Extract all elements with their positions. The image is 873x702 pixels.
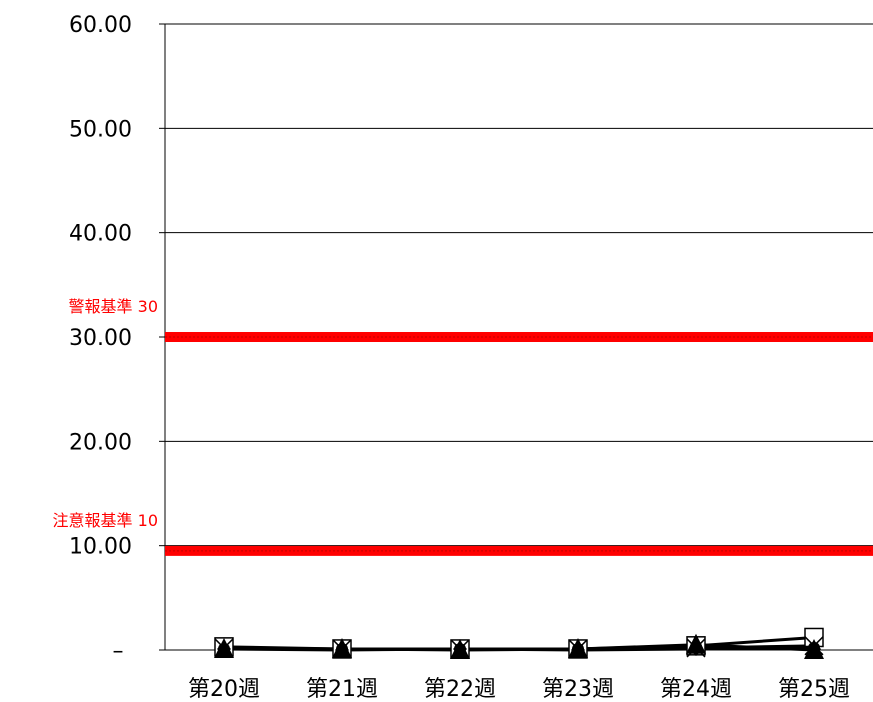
x-tick-label: 第22週 — [424, 677, 496, 702]
series-line — [223, 647, 814, 652]
y-tick-label: 60.00 — [69, 13, 132, 38]
x-tick-label: 第24週 — [660, 677, 732, 702]
data-point — [217, 641, 231, 656]
x-tick-label: 第21週 — [306, 677, 378, 702]
data-point — [335, 643, 349, 657]
data-point — [571, 643, 585, 657]
x-tick-label: 第23週 — [542, 677, 614, 702]
y-tick-label: 20.00 — [69, 430, 132, 455]
y-tick-label: 50.00 — [69, 117, 132, 142]
data-point — [689, 641, 703, 656]
data-point — [453, 641, 467, 656]
y-tick-label: 10.00 — [69, 535, 132, 560]
y-tick-label: 40.00 — [69, 222, 132, 247]
y-tick-label: 30.00 — [69, 326, 132, 351]
reference-line-label: 警報基準 30 — [69, 297, 158, 316]
x-tick-label: 第25週 — [778, 677, 850, 702]
x-tick-label: 第20週 — [188, 677, 260, 702]
y-tick-label: – — [113, 639, 124, 664]
reference-line-label: 注意報基準 10 — [53, 511, 158, 530]
data-point — [807, 641, 821, 656]
